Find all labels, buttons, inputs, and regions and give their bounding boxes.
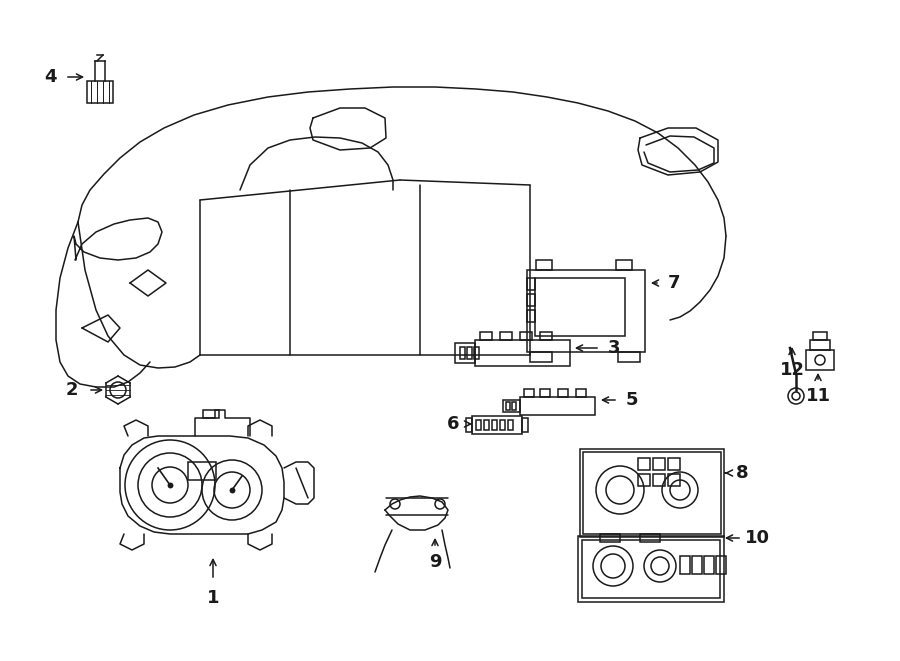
Bar [522, 418, 528, 432]
Bar [484, 420, 489, 430]
Bar [540, 389, 550, 397]
Bar [474, 347, 479, 359]
Text: 4: 4 [44, 68, 56, 86]
Bar [455, 343, 475, 363]
Bar [576, 389, 586, 397]
Bar [467, 347, 472, 359]
Text: 8: 8 [735, 464, 748, 482]
Bar [704, 556, 714, 574]
Text: 3: 3 [608, 339, 620, 357]
Text: 10: 10 [744, 529, 770, 547]
Bar [520, 397, 595, 415]
Bar [680, 556, 690, 574]
Bar [638, 474, 650, 486]
Bar [618, 352, 640, 362]
Bar [535, 278, 625, 336]
Bar [500, 420, 505, 430]
Bar [503, 400, 520, 412]
Text: 5: 5 [626, 391, 638, 409]
Bar [536, 260, 552, 270]
Text: 2: 2 [66, 381, 78, 399]
Bar [692, 556, 702, 574]
Bar [527, 278, 535, 290]
Bar [87, 81, 113, 103]
Bar [520, 332, 532, 340]
Bar [806, 350, 834, 370]
Bar [460, 347, 465, 359]
Bar [480, 332, 492, 340]
Bar [813, 332, 827, 340]
Bar [506, 402, 510, 410]
Bar [530, 352, 552, 362]
Text: 11: 11 [806, 387, 831, 405]
Bar [524, 389, 534, 397]
Bar [512, 402, 516, 410]
Bar [668, 458, 680, 470]
Bar [653, 458, 665, 470]
Bar [476, 420, 481, 430]
Text: 12: 12 [779, 361, 805, 379]
Bar [600, 534, 620, 542]
Bar [203, 410, 219, 418]
Bar [640, 534, 660, 542]
Bar [466, 418, 472, 432]
Bar [500, 332, 512, 340]
Bar [492, 420, 497, 430]
Bar [810, 340, 830, 350]
Text: 6: 6 [446, 415, 459, 433]
Bar [540, 332, 552, 340]
Bar [716, 556, 726, 574]
Bar [188, 462, 216, 480]
Bar [668, 474, 680, 486]
Bar [638, 458, 650, 470]
Bar [527, 270, 645, 352]
Bar [580, 449, 724, 537]
Bar [578, 536, 724, 602]
Text: 7: 7 [668, 274, 680, 292]
Text: 9: 9 [428, 553, 441, 571]
Bar [616, 260, 632, 270]
Bar [508, 420, 513, 430]
Bar [527, 310, 535, 322]
Text: 1: 1 [207, 589, 220, 607]
Bar [582, 540, 720, 598]
Bar [472, 416, 522, 434]
Bar [583, 452, 721, 534]
Bar [653, 474, 665, 486]
Bar [558, 389, 568, 397]
Bar [475, 340, 570, 366]
Bar [527, 294, 535, 306]
